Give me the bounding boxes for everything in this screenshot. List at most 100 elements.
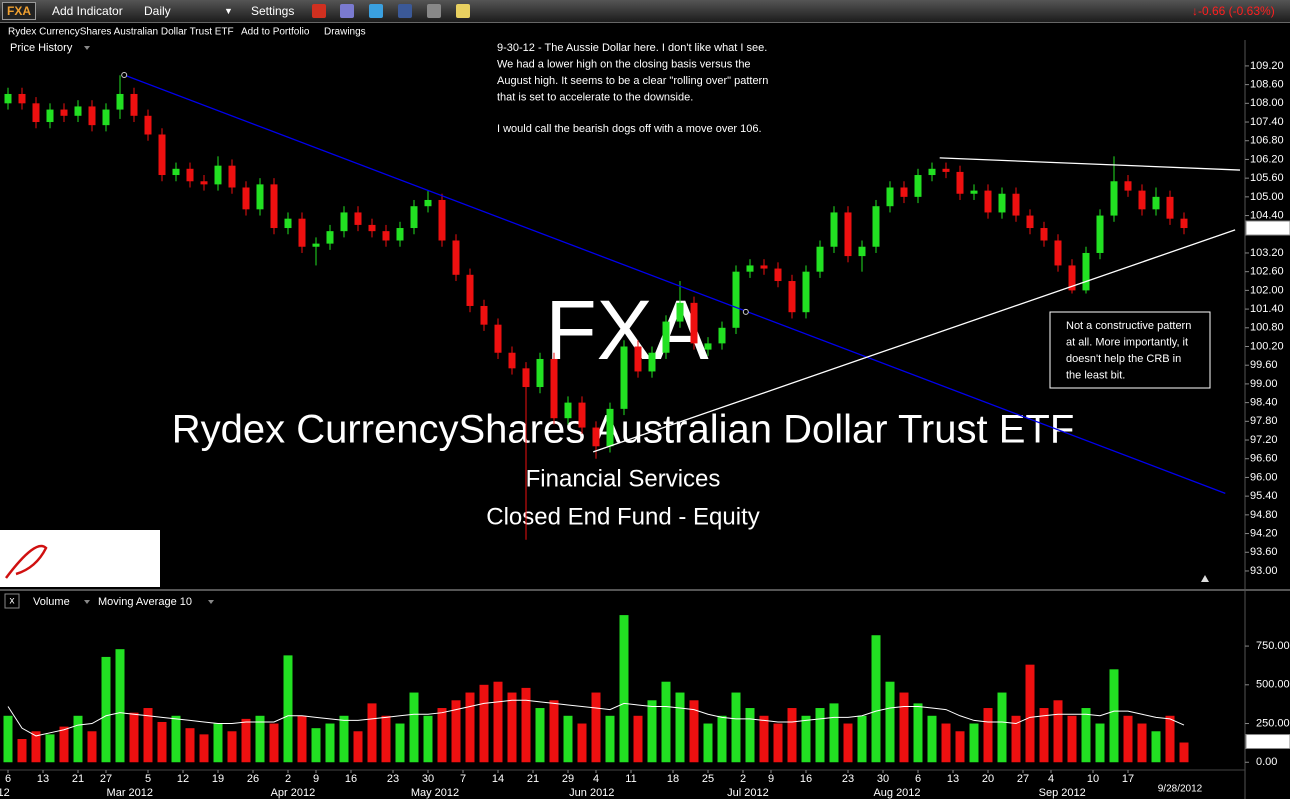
month-label: Aug 2012	[873, 787, 920, 799]
annotation-line: the least bit.	[1066, 369, 1125, 381]
settings[interactable]: Settings	[251, 4, 295, 18]
icon-note[interactable]	[456, 4, 470, 18]
moving-average-title[interactable]: Moving Average 10	[98, 596, 192, 608]
volume-bar	[451, 700, 461, 763]
last-value-label: 127.4K	[1253, 735, 1289, 747]
month-label: Jul 2012	[727, 787, 769, 799]
volume-bar	[759, 715, 769, 763]
candle-body	[886, 187, 894, 207]
down-arrow: ↓	[1192, 4, 1198, 18]
trendline-anchor	[121, 71, 128, 78]
icon-twitter[interactable]	[369, 4, 383, 18]
volume-bar	[619, 615, 629, 763]
candle-body	[872, 206, 880, 247]
volume-bar	[689, 700, 699, 763]
icon-stack[interactable]	[340, 4, 354, 18]
annotation-line: Not a constructive pattern	[1066, 320, 1191, 332]
volume-bar	[1081, 708, 1091, 763]
icon-alarm[interactable]	[312, 4, 326, 18]
volume-bar	[87, 731, 97, 763]
candle-body	[690, 302, 698, 344]
volume-bar	[227, 731, 237, 763]
volume-bar	[157, 721, 167, 763]
volume-bar	[129, 712, 139, 763]
x-tick-label: 23	[387, 773, 399, 785]
candle-body	[900, 187, 908, 197]
volume-bar	[871, 635, 881, 763]
x-tick-label: 4	[1048, 773, 1054, 785]
candle-body	[312, 243, 320, 247]
period-select[interactable]: Daily	[144, 4, 171, 18]
volume-bar	[493, 681, 503, 763]
volume-bar	[143, 708, 153, 763]
candle-body	[1152, 196, 1160, 210]
candle-body	[116, 93, 124, 110]
volume-bar	[913, 703, 923, 763]
y-tick-label: 106.20	[1250, 153, 1284, 165]
moving-average-line	[7, 699, 1185, 737]
add-indicator[interactable]: Add Indicator	[52, 4, 123, 18]
y-tick-label: 108.60	[1250, 79, 1284, 91]
y-tick-label: 101.40	[1250, 303, 1284, 315]
volume-bar	[661, 681, 671, 763]
price-pane-title[interactable]: Price History	[10, 42, 73, 54]
candle-body	[914, 175, 922, 197]
candle-body	[662, 321, 670, 353]
candle-body	[1124, 181, 1132, 191]
logo-swoosh	[5, 544, 48, 579]
x-tick-label: 21	[72, 773, 84, 785]
candle-body	[802, 271, 810, 313]
x-tick-label: 6	[915, 773, 921, 785]
candle-body	[998, 193, 1006, 213]
volume-bar	[843, 723, 853, 763]
volume-bar	[801, 715, 811, 763]
candle-body	[928, 168, 936, 176]
volume-bar	[437, 708, 447, 763]
volume-bar	[241, 718, 251, 763]
last-value-box	[1245, 220, 1290, 236]
y-tick-label: 100.80	[1250, 322, 1284, 334]
volume-bar	[717, 715, 727, 763]
candle-body	[130, 93, 138, 116]
volume-bar	[367, 703, 377, 763]
volume-title[interactable]: Volume	[33, 596, 70, 608]
candle-body	[424, 199, 432, 207]
volume-bar	[647, 700, 657, 763]
annotation-line: 9-30-12 - The Aussie Dollar here. I don'…	[497, 42, 767, 54]
icon-facebook[interactable]	[398, 4, 412, 18]
volume-bar	[535, 708, 545, 763]
annotation-line: at all. More importantly, it	[1066, 336, 1188, 348]
volume-bar	[1109, 669, 1119, 763]
watermark-sector: Financial Services	[526, 465, 721, 492]
add-to-portfolio[interactable]: Add to Portfolio	[241, 27, 310, 38]
volume-bar	[59, 726, 69, 763]
candle-body	[46, 109, 54, 123]
symbol-box[interactable]: FXA	[2, 2, 36, 20]
icon-camera[interactable]	[427, 4, 441, 18]
period-arrow: ▼	[224, 6, 233, 16]
annotation-line: doesn't help the CRB in	[1066, 353, 1181, 365]
y-tick-label: 100.20	[1250, 340, 1284, 352]
close-pane[interactable]	[4, 593, 20, 609]
drawings[interactable]: Drawings	[324, 27, 366, 38]
dropdown-arrow	[208, 600, 214, 604]
month-label: Jun 2012	[569, 787, 614, 799]
candle-body	[242, 187, 250, 210]
candle-body	[1026, 215, 1034, 229]
y-tick-label: 99.60	[1250, 359, 1278, 371]
volume-bar	[577, 723, 587, 763]
volume-bar	[521, 687, 531, 763]
volume-bar	[395, 723, 405, 763]
volume-tick-label: 250.00K	[1256, 717, 1290, 729]
candle-body	[788, 281, 796, 313]
candle-body	[494, 324, 502, 353]
y-tick-label: 95.40	[1250, 490, 1278, 502]
candle-body	[1068, 265, 1076, 291]
volume-tick-label: 750.00K	[1256, 640, 1290, 652]
volume-bar	[255, 715, 265, 763]
volume-bar	[73, 715, 83, 763]
candle-body	[284, 218, 292, 229]
candle-body	[368, 224, 376, 232]
x-tick-label: 10	[1087, 773, 1099, 785]
